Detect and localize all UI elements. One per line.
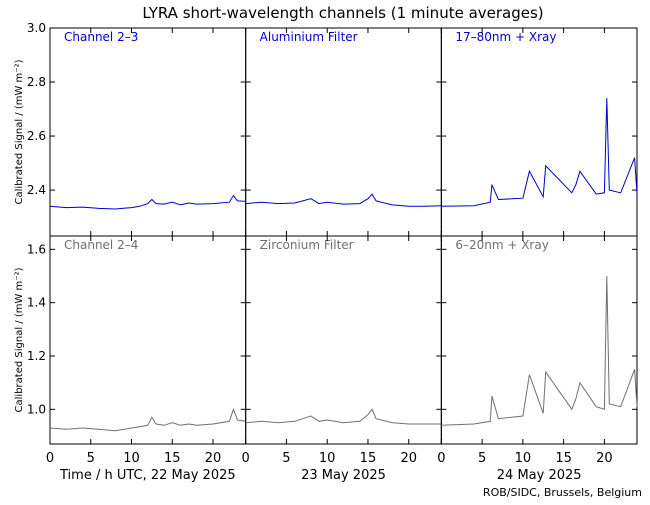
series-label-1-2: 6–20nm + Xray <box>455 238 549 252</box>
y-tick-label: 2.4 <box>27 183 46 197</box>
x-tick-label: 0 <box>242 451 250 466</box>
y-tick-label: 2.6 <box>27 129 46 143</box>
panel-frame-1-2 <box>440 235 638 445</box>
panel-frame-1-0 <box>49 235 247 445</box>
y-axis-label: Calibrated Signal / (mW m⁻²) <box>14 267 25 412</box>
series-line-0-2 <box>441 98 638 207</box>
panel-frame-1-1 <box>245 235 442 445</box>
x-tick-label: 10 <box>515 451 532 466</box>
y-tick-label: 1.6 <box>27 242 46 256</box>
x-tick-label: 0 <box>46 451 54 466</box>
series-line-0-1 <box>245 193 442 207</box>
plot-grid: Channel 2–3 Aluminium Filter 17–80nm + Xra… <box>14 21 638 483</box>
panel-frame-0-0 <box>49 27 247 237</box>
x-tick-label: 15 <box>164 451 181 466</box>
y-tick-label: 1.4 <box>27 296 46 310</box>
series-line-1-1 <box>245 408 442 425</box>
y-tick-label: 1.2 <box>27 349 46 363</box>
x-tick-label: 15 <box>360 451 377 466</box>
series-line-1-2 <box>441 275 638 426</box>
series-label-0-2: 17–80nm + Xray <box>455 30 556 44</box>
day-label: 24 May 2025 <box>497 468 582 483</box>
series-line-0-0 <box>49 194 246 210</box>
y-axis-label: Calibrated Signal / (mW m⁻²) <box>14 59 25 204</box>
x-tick-label: 20 <box>400 451 417 466</box>
y-tick-label: 3.0 <box>27 21 46 35</box>
series-label-0-0: Channel 2–3 <box>64 30 138 44</box>
credit-label: ROB/SIDC, Brussels, Belgium <box>483 486 642 499</box>
x-tick-label: 10 <box>123 451 140 466</box>
x-tick-label: 5 <box>478 451 486 466</box>
x-tick-label: 20 <box>205 451 222 466</box>
series-label-1-0: Channel 2–4 <box>64 238 138 252</box>
chart-title: LYRA short-wavelength channels (1 minute… <box>142 4 543 22</box>
x-tick-label: 5 <box>282 451 290 466</box>
x-tick-label: 10 <box>319 451 336 466</box>
x-tick-label: 5 <box>87 451 95 466</box>
series-label-1-1: Zirconium Filter <box>260 238 354 252</box>
x-tick-label: 20 <box>596 451 613 466</box>
y-tick-label: 2.8 <box>27 75 46 89</box>
series-line-1-0 <box>49 407 246 432</box>
x-tick-label: 0 <box>437 451 445 466</box>
y-tick-label: 1.0 <box>27 402 46 416</box>
x-tick-label: 15 <box>555 451 572 466</box>
panel-frame-0-1 <box>245 27 442 237</box>
series-label-0-1: Aluminium Filter <box>260 30 358 44</box>
day-label: 23 May 2025 <box>301 468 386 483</box>
day-label: Time / h UTC, 22 May 2025 <box>59 468 236 483</box>
